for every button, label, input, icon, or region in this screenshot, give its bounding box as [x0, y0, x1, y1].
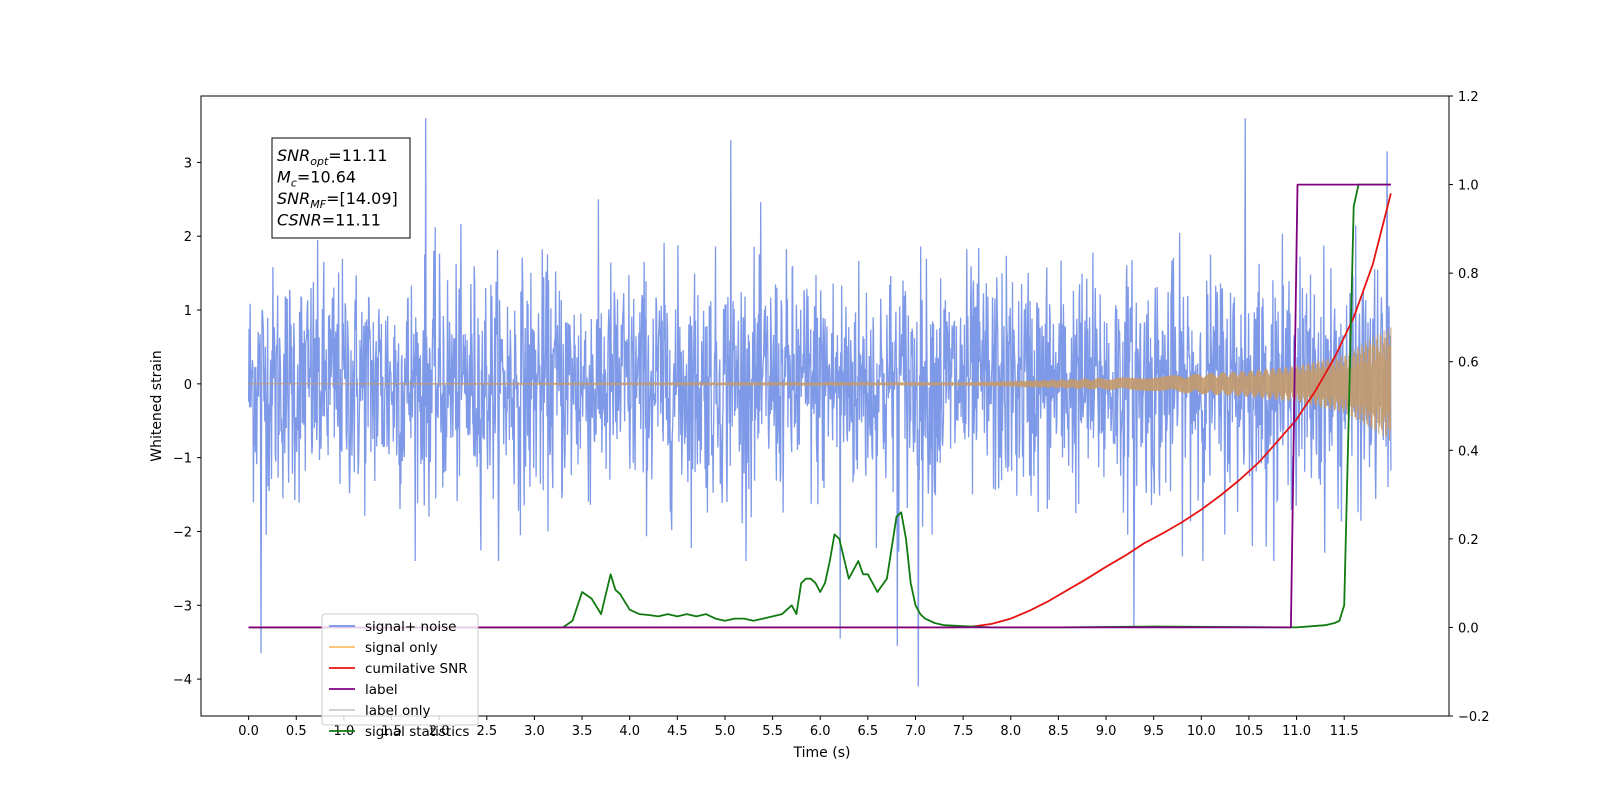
x-tick-label: 2.0: [429, 724, 450, 739]
annotation-line: CSNR=11.11: [277, 211, 381, 230]
y-left-tick-label: 1: [184, 304, 192, 319]
series-cumulative-snr-line: [248, 193, 1392, 629]
series-layer: [247, 118, 1392, 687]
x-tick-label: 4.0: [619, 724, 640, 739]
x-tick-label: 8.0: [1000, 724, 1021, 739]
x-tick-label: 9.5: [1143, 724, 1164, 739]
y-axis-label: Whitened strain: [149, 350, 165, 461]
series-signal-plus-noise-line: [247, 118, 1392, 687]
y-left-tick-label: −4: [173, 673, 192, 688]
legend-label: label: [365, 682, 398, 698]
x-tick-label: 10.5: [1234, 724, 1263, 739]
plot-frame: [200, 95, 1450, 717]
x-axis-label: Time (s): [793, 745, 851, 761]
legend-label: signal only: [365, 640, 438, 656]
y-left-tick-label: −1: [173, 452, 192, 467]
x-axis-ticks: 0.0 0.5 1.0 1.5 2.0 2.5 3.0 3.5 4.0 4.5 5.0 5.5 6.0 6…: [238, 716, 1359, 739]
y-right-tick-label: 0.2: [1458, 533, 1479, 548]
legend-label: cumilative SNR: [365, 661, 468, 677]
x-tick-label: 11.5: [1330, 724, 1359, 739]
y-right-tick-label: 0.6: [1458, 356, 1479, 371]
legend-frame: [321, 613, 479, 726]
annotation-frame: [271, 137, 411, 239]
x-tick-label: 7.0: [905, 724, 926, 739]
x-tick-label: 4.5: [667, 724, 688, 739]
y-left-tick-label: −2: [173, 525, 192, 540]
x-tick-label: 5.0: [715, 724, 736, 739]
left-y-axis-ticks: 3 2 1 0 −1 −2 −3 −4: [173, 156, 201, 688]
x-tick-label: 1.5: [381, 724, 402, 739]
metrics-annotation-box: SNRopt=11.11Mc=10.64SNRMF=[14.09]CSNR=11…: [271, 137, 411, 239]
x-tick-label: 10.0: [1187, 724, 1216, 739]
right-y-axis-ticks: 1.2 1.0 0.8 0.6 0.4 0.2 0.0 −0.2: [1449, 90, 1490, 725]
y-right-tick-label: 0.0: [1458, 621, 1479, 636]
annotation-line: SNRMF=[14.09]: [277, 189, 398, 211]
x-tick-label: 11.0: [1282, 724, 1311, 739]
y-right-tick-label: 1.2: [1458, 90, 1479, 105]
y-left-tick-label: −3: [173, 599, 192, 614]
x-tick-label: 0.5: [286, 724, 307, 739]
x-tick-label: 0.0: [238, 724, 259, 739]
y-right-tick-label: 0.8: [1458, 267, 1479, 282]
y-right-tick-label: −0.2: [1458, 710, 1490, 725]
x-tick-label: 3.5: [572, 724, 593, 739]
y-left-tick-label: 2: [184, 230, 192, 245]
x-tick-label: 7.5: [953, 724, 974, 739]
legend: signal+ noise signal only cumilative SNR la…: [321, 613, 479, 740]
legend-label: signal+ noise: [365, 619, 456, 635]
x-tick-label: 6.0: [810, 724, 831, 739]
y-left-tick-label: 0: [184, 378, 192, 393]
x-tick-label: 2.5: [476, 724, 497, 739]
y-right-tick-label: 0.4: [1458, 444, 1479, 459]
x-tick-label: 8.5: [1048, 724, 1069, 739]
annotation-line: SNRopt=11.11: [277, 146, 388, 168]
annotation-line: Mc=10.64: [277, 168, 356, 190]
legend-label: signal statistics: [365, 724, 469, 740]
series-signal-only-line: [248, 327, 1392, 441]
series-label-line: [248, 183, 1391, 629]
x-tick-label: 3.0: [524, 724, 545, 739]
x-tick-label: 5.5: [762, 724, 783, 739]
legend-label: label only: [365, 703, 431, 719]
x-tick-label: 9.0: [1096, 724, 1117, 739]
y-right-tick-label: 1.0: [1458, 179, 1479, 194]
x-tick-label: 6.5: [858, 724, 879, 739]
y-left-tick-label: 3: [184, 156, 192, 171]
